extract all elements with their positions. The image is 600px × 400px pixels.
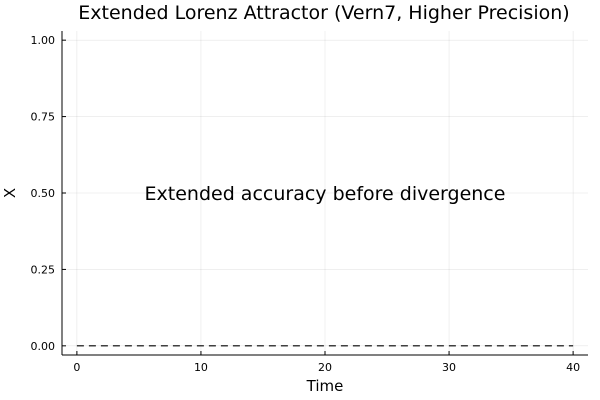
y-axis-title: X: [1, 188, 19, 198]
x-axis-title: Time: [306, 377, 344, 395]
y-axis-ticks: 0.00 0.25 0.50 0.75 1.00: [31, 34, 66, 353]
x-tick-label: 20: [318, 361, 332, 374]
x-tick-label: 30: [442, 361, 456, 374]
chart-annotation: Extended accuracy before divergence: [145, 183, 506, 205]
y-tick-label: 0.00: [31, 340, 56, 353]
y-tick-label: 0.75: [31, 111, 56, 124]
y-tick-label: 0.25: [31, 263, 56, 276]
x-tick-label: 0: [73, 361, 80, 374]
x-tick-label: 40: [566, 361, 580, 374]
y-tick-label: 1.00: [31, 34, 56, 47]
y-tick-label: 0.50: [31, 187, 56, 200]
x-tick-label: 10: [194, 361, 208, 374]
chart-title: Extended Lorenz Attractor (Vern7, Higher…: [78, 2, 569, 24]
annotations: Extended accuracy before divergence: [145, 183, 506, 205]
x-axis-ticks: 0 10 20 30 40: [73, 351, 580, 374]
